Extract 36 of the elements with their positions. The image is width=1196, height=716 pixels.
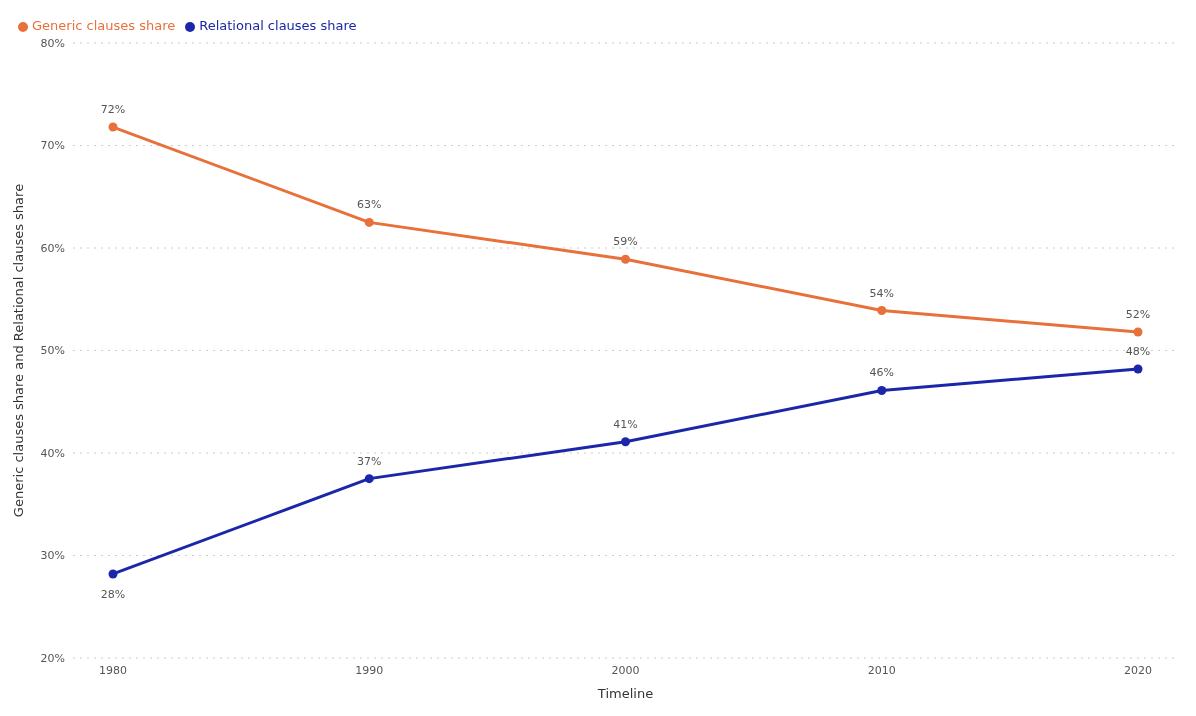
y-tick-label: 40% [40,446,65,460]
y-tick-label: 60% [40,241,65,255]
point [621,254,630,264]
data-label: 46% [869,366,894,380]
data-label: 48% [1125,344,1151,358]
x-tick-label: 2010 [867,663,896,677]
y-tick-label: 30% [40,549,65,563]
point [108,122,118,132]
data-label: 52% [1125,308,1151,322]
x-axis-title: Timeline [596,686,654,701]
y-tick-label: 50% [40,344,65,358]
point [364,474,374,484]
data-label: 28% [100,587,126,601]
legend-label: Generic clauses share [32,18,176,33]
data-label: 54% [869,286,894,300]
data-label: 37% [357,454,382,468]
point [108,569,118,579]
y-tick-label: 70% [40,139,65,153]
x-tick-label: 1990 [355,663,384,677]
data-label: 63% [357,198,382,212]
point [877,306,887,316]
data-label: 72% [100,103,126,117]
data-label: 59% [613,235,638,249]
x-tick-label: 2020 [1124,663,1152,677]
x-tick-label: 2000 [611,663,640,677]
data-label: 41% [613,417,638,431]
legend-label: Relational clauses share [199,18,357,33]
x-tick-label: 1980 [99,663,127,677]
y-tick-label: 80% [40,36,65,50]
point [1133,327,1143,337]
y-tick-label: 20% [40,651,65,665]
y-axis-title: Generic clauses share and Relational clauses share [10,183,26,518]
point [621,437,630,447]
point [877,385,887,395]
point [1133,364,1143,374]
point [364,217,374,227]
